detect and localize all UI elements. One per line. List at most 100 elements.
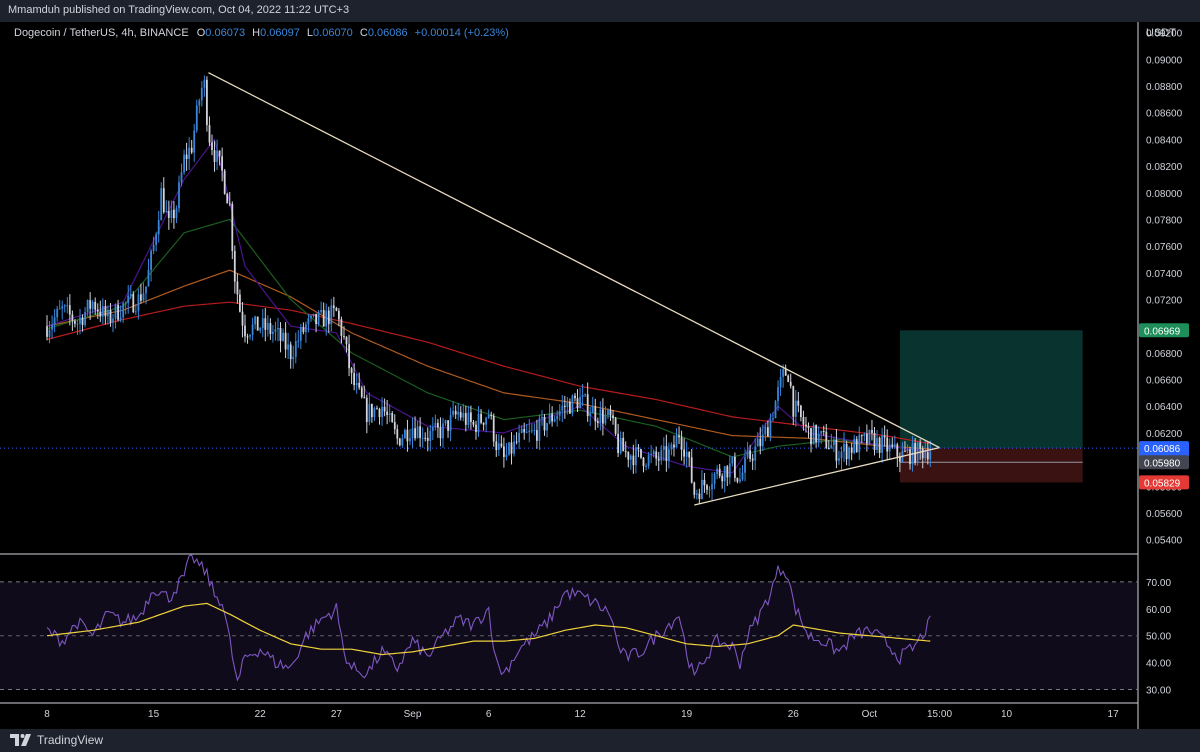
candle-down bbox=[279, 328, 282, 341]
candle-up bbox=[401, 438, 404, 446]
price-tick-label: 0.08600 bbox=[1146, 109, 1183, 120]
symbol-legend[interactable]: Dogecoin / TetherUS, 4h, BINANCE O0.0607… bbox=[14, 27, 509, 39]
candle-down bbox=[213, 150, 216, 162]
candle-up bbox=[761, 434, 764, 447]
price-chart[interactable]: 0.054000.056000.058000.060000.062000.064… bbox=[0, 22, 1200, 729]
candle-up bbox=[888, 444, 891, 452]
candle-down bbox=[109, 310, 112, 323]
candle-up bbox=[777, 387, 779, 402]
candle-up bbox=[142, 293, 145, 301]
candle-down bbox=[383, 406, 386, 412]
price-label-text: 0.06086 bbox=[1144, 444, 1181, 455]
candle-down bbox=[343, 336, 345, 337]
candle-down bbox=[919, 442, 922, 449]
ohlc-close-label: C bbox=[360, 27, 368, 39]
candle-up bbox=[868, 430, 871, 444]
candle-up bbox=[548, 413, 551, 424]
candle-up bbox=[442, 423, 444, 439]
candle-down bbox=[208, 125, 211, 143]
candle-down bbox=[871, 430, 873, 434]
candle-up bbox=[183, 154, 185, 173]
candle-up bbox=[320, 310, 322, 313]
time-tick-label: 26 bbox=[788, 709, 800, 720]
candle-up bbox=[188, 147, 190, 159]
candle-up bbox=[645, 466, 647, 467]
candle-down bbox=[94, 301, 97, 310]
candle-up bbox=[145, 286, 147, 294]
candle-down bbox=[665, 446, 668, 461]
candle-down bbox=[574, 395, 576, 399]
candle-up bbox=[101, 306, 104, 317]
candle-down bbox=[475, 424, 477, 433]
time-tick-label: 6 bbox=[486, 709, 492, 720]
candle-down bbox=[244, 325, 246, 337]
candle-down bbox=[338, 310, 340, 320]
candle-up bbox=[728, 463, 731, 478]
candle-down bbox=[576, 398, 579, 409]
candle-up bbox=[56, 308, 59, 318]
candle-up bbox=[538, 418, 541, 441]
candle-up bbox=[487, 415, 490, 418]
candle-down bbox=[807, 426, 810, 429]
price-label-green bbox=[1139, 323, 1189, 338]
candle-down bbox=[173, 209, 175, 219]
candle-up bbox=[277, 328, 279, 330]
candle-down bbox=[596, 421, 599, 423]
rsi-ma-line bbox=[46, 602, 931, 656]
candle-down bbox=[363, 397, 366, 399]
candle-up bbox=[462, 413, 465, 418]
candle-up bbox=[782, 369, 784, 377]
price-label-gray bbox=[1139, 455, 1189, 470]
candle-down bbox=[563, 405, 566, 407]
tradingview-brand[interactable]: TradingView bbox=[10, 733, 103, 747]
candle-up bbox=[129, 294, 132, 296]
candle-down bbox=[810, 428, 812, 445]
candle-down bbox=[376, 408, 378, 410]
candle-up bbox=[310, 315, 312, 319]
candle-up bbox=[195, 105, 198, 131]
candle-down bbox=[406, 429, 409, 442]
candle-down bbox=[726, 466, 729, 478]
candle-up bbox=[200, 87, 203, 101]
candle-down bbox=[678, 435, 680, 438]
candle-down bbox=[264, 318, 267, 330]
candle-down bbox=[46, 326, 48, 337]
candle-down bbox=[855, 439, 858, 453]
ohlc-close: 0.06086 bbox=[368, 27, 408, 39]
candle-up bbox=[525, 432, 528, 434]
candle-up bbox=[355, 382, 358, 386]
candle-down bbox=[447, 420, 449, 431]
time-tick-label: 8 bbox=[44, 709, 50, 720]
candle-up bbox=[416, 426, 419, 439]
candle-down bbox=[825, 431, 828, 449]
candle-down bbox=[68, 305, 71, 315]
candle-up bbox=[520, 428, 523, 433]
candle-down bbox=[322, 310, 325, 327]
candle-up bbox=[591, 406, 594, 414]
time-tick-label: 15:00 bbox=[927, 709, 952, 720]
candle-down bbox=[688, 451, 691, 458]
candle-up bbox=[863, 433, 866, 436]
candle-up bbox=[452, 410, 454, 415]
rsi-tick-label: 60.00 bbox=[1146, 605, 1171, 616]
candle-down bbox=[464, 413, 467, 425]
candle-down bbox=[340, 319, 343, 336]
candle-down bbox=[167, 211, 170, 218]
candle-up bbox=[929, 451, 932, 460]
candle-down bbox=[503, 446, 505, 457]
candle-up bbox=[282, 332, 284, 341]
price-tick-label: 0.07200 bbox=[1146, 296, 1183, 307]
candle-down bbox=[332, 305, 335, 309]
candle-up bbox=[774, 401, 777, 419]
candle-down bbox=[510, 442, 513, 454]
candle-up bbox=[155, 234, 157, 245]
candle-down bbox=[789, 381, 792, 386]
candle-up bbox=[251, 324, 254, 335]
time-tick-label: Oct bbox=[862, 709, 878, 720]
candle-down bbox=[759, 438, 762, 447]
price-tick-label: 0.08800 bbox=[1146, 82, 1183, 93]
candle-down bbox=[622, 437, 625, 452]
candle-down bbox=[490, 415, 493, 416]
candle-up bbox=[127, 295, 130, 303]
candle-up bbox=[754, 446, 757, 461]
